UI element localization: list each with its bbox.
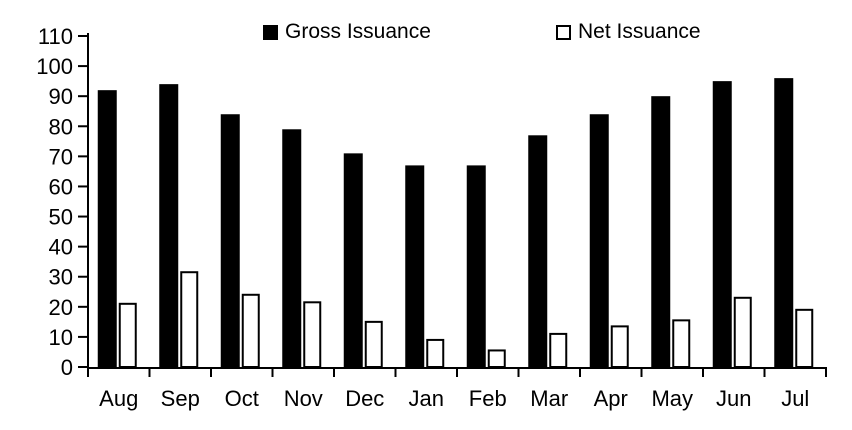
x-axis-category-label: May	[651, 386, 693, 411]
x-axis-category-label: Sep	[161, 386, 200, 411]
x-axis-category-label: Dec	[345, 386, 384, 411]
bar-gross-feb	[466, 165, 486, 367]
y-axis-tick-label: 50	[49, 205, 73, 230]
bar-gross-jan	[405, 165, 425, 367]
bar-net-jul	[795, 308, 814, 368]
bar-gross-apr	[589, 114, 609, 368]
bar-net-dec	[364, 320, 383, 369]
y-axis-tick-label: 20	[49, 295, 73, 320]
bar-net-feb	[487, 349, 506, 369]
bar-net-sep	[180, 271, 199, 368]
bar-gross-oct	[220, 114, 240, 368]
y-axis-tick-label: 110	[38, 24, 73, 49]
bar-gross-may	[651, 96, 671, 367]
y-axis-tick-label: 0	[61, 355, 73, 380]
bar-gross-jul	[774, 78, 794, 368]
x-axis-category-label: Mar	[530, 386, 568, 411]
bar-net-nov	[303, 301, 322, 368]
x-axis-category-label: Nov	[284, 386, 323, 411]
bar-gross-mar	[528, 135, 548, 367]
x-axis-category-label: Apr	[594, 386, 628, 411]
x-axis-category-label: Aug	[99, 386, 138, 411]
bar-net-mar	[549, 332, 568, 368]
y-axis-tick-label: 90	[49, 84, 73, 109]
x-axis-category-label: Jun	[716, 386, 751, 411]
bar-net-aug	[118, 302, 137, 368]
bar-gross-jun	[712, 81, 732, 368]
y-axis-tick-label: 80	[49, 114, 73, 139]
x-axis-category-label: Feb	[469, 386, 507, 411]
bar-gross-sep	[159, 84, 179, 368]
bar-gross-dec	[343, 153, 363, 367]
y-axis-tick-label: 70	[49, 144, 73, 169]
bar-net-apr	[610, 325, 629, 368]
bar-gross-aug	[97, 90, 117, 367]
x-axis-category-label: Oct	[225, 386, 259, 411]
bar-net-jan	[426, 338, 445, 368]
bar-net-may	[672, 319, 691, 369]
bar-net-oct	[241, 293, 260, 369]
y-axis-tick-label: 30	[49, 265, 73, 290]
y-axis-tick-label: 100	[36, 54, 73, 79]
y-axis-tick-label: 60	[49, 174, 73, 199]
bar-gross-nov	[282, 129, 302, 367]
x-axis-category-label: Jan	[409, 386, 444, 411]
x-axis-category-label: Jul	[781, 386, 809, 411]
y-axis-tick-label: 10	[49, 325, 73, 350]
y-axis-tick-label: 40	[49, 235, 73, 260]
bar-net-jun	[733, 296, 752, 369]
